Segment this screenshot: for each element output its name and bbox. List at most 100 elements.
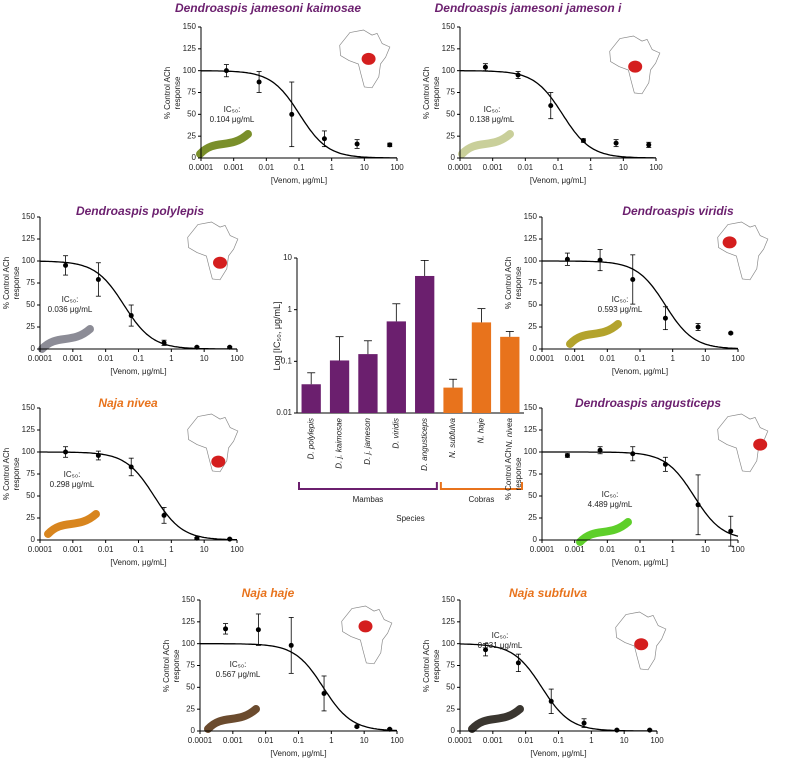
data-point	[662, 461, 668, 467]
x-tick-label: 0.01	[600, 545, 616, 554]
x-tick-label: 0.1	[293, 736, 305, 745]
y-tick-label: 100	[524, 447, 538, 456]
panel: 0 25 50 75 100 125 150 0.0001 0.001 0.01 0.1 1 10 100…	[182, 595, 405, 758]
y-tick-label: 25	[26, 513, 35, 522]
data-point	[630, 276, 636, 282]
data-point	[646, 142, 652, 148]
x-axis-label: [Venom, μg/mL]	[612, 367, 668, 376]
snake	[44, 510, 100, 538]
x-tick-label: 100	[731, 545, 745, 554]
y-tick-label: 25	[26, 322, 35, 331]
y-tick-label: 25	[186, 704, 195, 713]
panel: 0 25 50 75 100 125 150 0.0001 0.001 0.01 0.1 1 10 100…	[442, 595, 667, 758]
annotation: 0.567 μg/mL	[216, 670, 261, 679]
y-tick-label: 50	[187, 109, 196, 118]
annotation: IC₅₀:	[612, 295, 629, 304]
panel-title: Dendroaspis angusticeps	[574, 396, 722, 410]
x-tick-label: 0.0001	[188, 736, 213, 745]
y-tick-label: 125	[442, 44, 456, 53]
map-range	[211, 455, 226, 468]
y-tick-label: 25	[528, 513, 537, 522]
x-tick-label: 1	[169, 354, 174, 363]
bar	[329, 360, 350, 413]
annotation: IC₅₀:	[64, 470, 81, 479]
y-axis-label: Log [IC₅₀, μg/mL]	[272, 300, 282, 371]
x-tick-label: 0.001	[483, 163, 504, 172]
fit-curve	[200, 643, 398, 732]
annotation: IC₅₀:	[230, 660, 247, 669]
x-tick-label: 10	[360, 736, 369, 745]
panel: 0 25 50 75 100 125 150 0.0001 0.001 0.01 0.1 1 10 100…	[442, 22, 664, 185]
y-tick-label: 0.01	[276, 408, 292, 417]
annotation: 0.031 μg/mL	[478, 641, 523, 650]
fit-curve	[39, 260, 237, 350]
annotation: IC₅₀:	[62, 295, 79, 304]
annotation: IC₅₀:	[484, 105, 501, 114]
y-tick-label: 0	[192, 153, 197, 162]
y-tick-label: 50	[446, 682, 455, 691]
group-label: Mambas	[353, 495, 384, 504]
x-tick-label: 1	[589, 736, 594, 745]
x-tick-label: 0.001	[63, 354, 84, 363]
data-point	[354, 724, 360, 730]
data-point	[289, 111, 295, 117]
y-tick-label: 150	[524, 403, 538, 412]
data-point	[227, 536, 233, 542]
data-point	[95, 453, 101, 459]
y-tick-label: 75	[26, 469, 35, 478]
x-tick-label: 0.1	[552, 163, 564, 172]
bar	[471, 322, 492, 413]
annotation: 0.138 μg/mL	[470, 115, 515, 124]
data-point	[515, 660, 521, 666]
y-tick-label: 75	[446, 88, 455, 97]
x-axis-label: [Venom, μg/mL]	[530, 176, 586, 185]
y-tick-label: 25	[446, 704, 455, 713]
y-tick-label: 0	[31, 535, 36, 544]
y-tick-label: 25	[528, 322, 537, 331]
panel: 0 25 50 75 100 125 150 0.0001 0.001 0.01 0.1 1 10 100…	[524, 212, 769, 376]
y-tick-label: 0	[533, 535, 538, 544]
map-range	[722, 236, 737, 249]
data-point	[387, 726, 393, 732]
y-axis-label: % Control ACh response	[2, 256, 21, 310]
data-point	[647, 727, 653, 733]
y-tick-label: 100	[183, 66, 197, 75]
x-tick-label: 100	[230, 545, 244, 554]
data-point	[288, 642, 294, 648]
data-point	[354, 141, 360, 147]
data-point	[597, 447, 603, 453]
x-tick-label: 0.001	[224, 163, 245, 172]
data-point	[256, 79, 262, 85]
y-axis-label: % Control ACh response	[422, 639, 441, 692]
map	[187, 221, 239, 281]
panel-title: Naja haje	[241, 586, 295, 600]
x-tick-label: 0.1	[634, 545, 646, 554]
data-point	[255, 627, 261, 633]
y-tick-label: 125	[22, 234, 36, 243]
snake	[458, 130, 514, 158]
y-tick-label: 75	[186, 661, 195, 670]
map	[341, 605, 393, 665]
data-point	[580, 138, 586, 144]
x-tick-label: 0.01	[98, 545, 114, 554]
y-tick-label: 150	[442, 22, 456, 31]
data-point	[613, 140, 619, 146]
y-tick-label: 125	[182, 617, 196, 626]
data-point	[321, 690, 327, 696]
x-tick-label: N. subfulva	[448, 417, 457, 458]
x-axis-label: Species	[396, 514, 424, 523]
x-tick-label: 1	[329, 736, 334, 745]
x-tick-label: 1	[329, 163, 334, 172]
snake	[38, 325, 94, 353]
snake	[576, 518, 632, 546]
x-axis-label: [Venom, μg/mL]	[110, 558, 166, 567]
data-point	[548, 103, 554, 109]
data-point	[194, 344, 200, 350]
map-range	[753, 438, 768, 451]
y-tick-label: 0	[533, 344, 538, 353]
data-point	[387, 142, 393, 148]
x-tick-label: 100	[230, 354, 244, 363]
x-tick-label: 10	[620, 736, 629, 745]
x-tick-label: 1	[670, 354, 675, 363]
